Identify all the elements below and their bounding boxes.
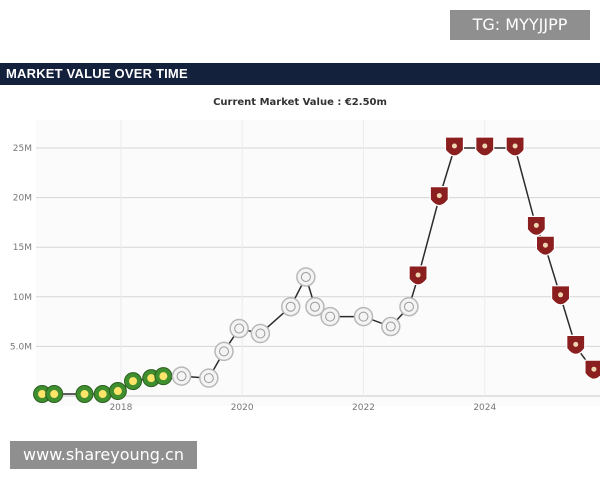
x-tick-label: 2018 xyxy=(109,403,132,413)
crest-detail xyxy=(159,372,168,381)
club-crest-grey-marker xyxy=(353,306,374,327)
club-crest-grey-marker xyxy=(381,316,401,337)
y-tick-label: 5.0M xyxy=(10,342,32,352)
crest-detail xyxy=(129,377,138,386)
crest-detail xyxy=(300,271,311,282)
club-crest-grey-marker xyxy=(214,341,234,362)
crest-detail xyxy=(436,193,442,199)
crest-detail xyxy=(113,387,122,396)
crest-detail xyxy=(309,301,320,312)
crest-detail xyxy=(573,341,579,347)
club-crest-grey-marker xyxy=(296,267,316,287)
site-watermark: www.shareyoung.cn xyxy=(10,441,197,469)
crest-detail xyxy=(403,301,414,312)
market-value-chart: 5.0M 10M 15M 20M 25M 2018 2020 2022 2024 xyxy=(10,120,600,413)
plot-background xyxy=(36,120,600,406)
crest-detail xyxy=(203,373,214,384)
crest-detail xyxy=(38,390,47,399)
crest-detail xyxy=(80,390,89,399)
crest-detail xyxy=(50,390,59,399)
crest-detail xyxy=(255,328,266,339)
crest-detail xyxy=(591,366,597,372)
club-crest-grey-marker xyxy=(199,368,219,388)
telegram-badge: TG: MYYJJPP xyxy=(450,10,590,40)
club-crest-grey-marker xyxy=(320,306,340,327)
y-tick-label: 25M xyxy=(13,144,32,154)
crest-detail xyxy=(533,222,539,228)
crest-detail xyxy=(482,143,488,149)
crest-detail xyxy=(358,311,369,322)
y-tick-label: 15M xyxy=(13,243,32,253)
club-crest-grey-marker xyxy=(229,318,249,339)
club-crest-grey-marker xyxy=(399,296,419,317)
crest-detail xyxy=(219,346,229,357)
crest-detail xyxy=(558,292,564,298)
crest-detail xyxy=(234,323,245,334)
y-tick-label: 10M xyxy=(13,293,32,303)
crest-detail xyxy=(512,143,518,149)
crest-detail xyxy=(415,272,421,278)
crest-detail xyxy=(385,321,396,332)
x-tick-label: 2022 xyxy=(352,403,375,413)
crest-detail xyxy=(285,301,296,312)
section-header: MARKET VALUE OVER TIME xyxy=(0,63,600,85)
crest-detail xyxy=(451,143,457,149)
y-tick-label: 20M xyxy=(13,194,32,204)
section-title: MARKET VALUE OVER TIME xyxy=(6,66,188,81)
crest-detail xyxy=(98,390,107,399)
chart-subtitle: Current Market Value : €2.50m xyxy=(213,97,387,108)
x-tick-label: 2020 xyxy=(231,403,254,413)
club-crest-grey-marker xyxy=(280,296,301,317)
crest-detail xyxy=(325,311,336,322)
crest-detail xyxy=(176,371,187,382)
club-crest-grey-marker xyxy=(305,296,325,317)
club-crest-grey-marker xyxy=(171,366,192,386)
club-crest-grey-marker xyxy=(250,323,271,344)
crest-detail xyxy=(147,374,156,383)
x-tick-label: 2024 xyxy=(473,403,496,413)
crest-detail xyxy=(542,242,548,248)
